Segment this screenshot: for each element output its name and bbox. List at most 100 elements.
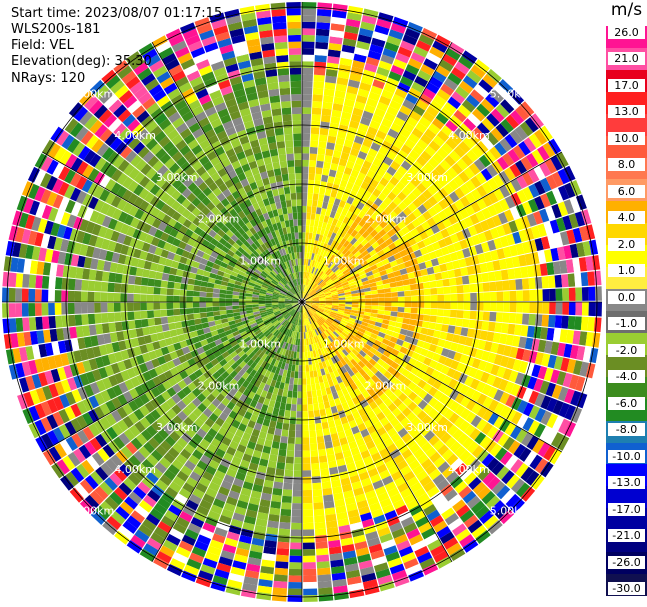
radar-gate [320,114,331,123]
radar-gate [128,205,139,217]
radar-gate [123,428,136,442]
radar-gate [8,287,16,302]
radar-gate [325,304,333,307]
radar-gate [117,159,130,173]
radar-gate [309,246,314,254]
radar-gate [88,196,99,210]
radar-gate [313,284,319,290]
radar-gate [171,335,180,344]
radar-gate [563,421,577,438]
radar-gate [232,308,240,313]
radar-gate [462,490,477,504]
radar-gate [172,522,187,535]
radar-gate [358,298,366,302]
radar-gate [401,160,412,171]
radar-gate [318,304,326,307]
radar-gate [446,471,459,484]
radar-gate [414,345,423,354]
radar-gate [522,417,535,432]
radar-gate [207,316,215,322]
radar-gate [100,292,108,302]
radar-gate [418,116,432,128]
radar-gate [342,105,354,114]
radar-gate [322,250,328,258]
radar-gate [350,237,358,246]
radar-gate [241,264,249,271]
radar-gate [166,408,177,420]
radar-gate [556,217,567,232]
radar-gate [216,327,225,335]
radar-gate [228,573,244,583]
radar-gate [318,298,326,301]
radar-gate [213,407,223,417]
radar-gate [528,183,540,198]
radar-gate [369,502,382,512]
radar-gate [470,500,486,514]
radar-gate [468,458,481,472]
radar-gate [39,172,52,189]
radar-gate [313,409,321,418]
radar-gate [119,501,134,515]
radar-gate [181,250,190,259]
radar-gate [339,276,347,283]
radar-gate [263,268,270,275]
radar-gate [302,21,316,29]
radar-gate [595,286,602,301]
radar-gate [42,385,53,401]
radar-gate [263,398,271,406]
radar-gate [329,325,336,331]
radar-gate [126,367,137,379]
radar-gate [370,264,378,271]
radar-gate [94,313,102,324]
radar-gate [260,335,267,343]
radar-gate [292,331,296,339]
radar-gate [418,333,427,342]
radar-gate [258,505,270,514]
radar-gate [354,47,369,57]
radar-gate [63,226,73,240]
radar-gate [412,144,424,156]
radar-gate [295,424,302,431]
radar-gate [336,243,343,251]
radar-gate [366,410,376,420]
radar-gate [532,210,544,225]
radar-gate [322,265,328,273]
radar-gate [27,166,41,183]
radar-gate [10,333,19,348]
radar-gate [285,295,293,299]
radar-gate [438,393,449,405]
radar-gate [330,364,337,372]
radar-gate [303,562,316,570]
radar-gate [130,510,145,524]
radar-gate [313,253,318,261]
radar-gate [503,345,512,357]
radar-gate [552,188,564,203]
radar-gate [307,259,311,266]
radar-gate [304,252,308,259]
radar-gate [266,332,273,340]
radar-gate [100,281,109,292]
radar-gate [348,582,364,592]
radar-gate [416,182,427,194]
radar-gate [264,278,271,284]
radar-gate [330,311,338,316]
radar-gate [527,198,539,213]
radar-gate [166,563,183,577]
radar-gate [160,232,170,242]
radar-gate [318,303,326,306]
radar-gate [143,260,152,270]
radar-gate [563,199,575,215]
radar-gate [339,245,346,253]
radar-gate [21,361,32,377]
radar-gate [209,325,217,332]
radar-gate [234,390,243,400]
radar-gate [264,539,277,549]
radar-gate [282,355,288,364]
radar-gate [271,303,279,306]
radar-gate [302,430,310,438]
radar-gate [392,196,403,206]
radar-gate [343,371,351,380]
radar-gate [402,354,412,363]
radar-gate [318,305,326,309]
radar-gate [245,366,254,375]
